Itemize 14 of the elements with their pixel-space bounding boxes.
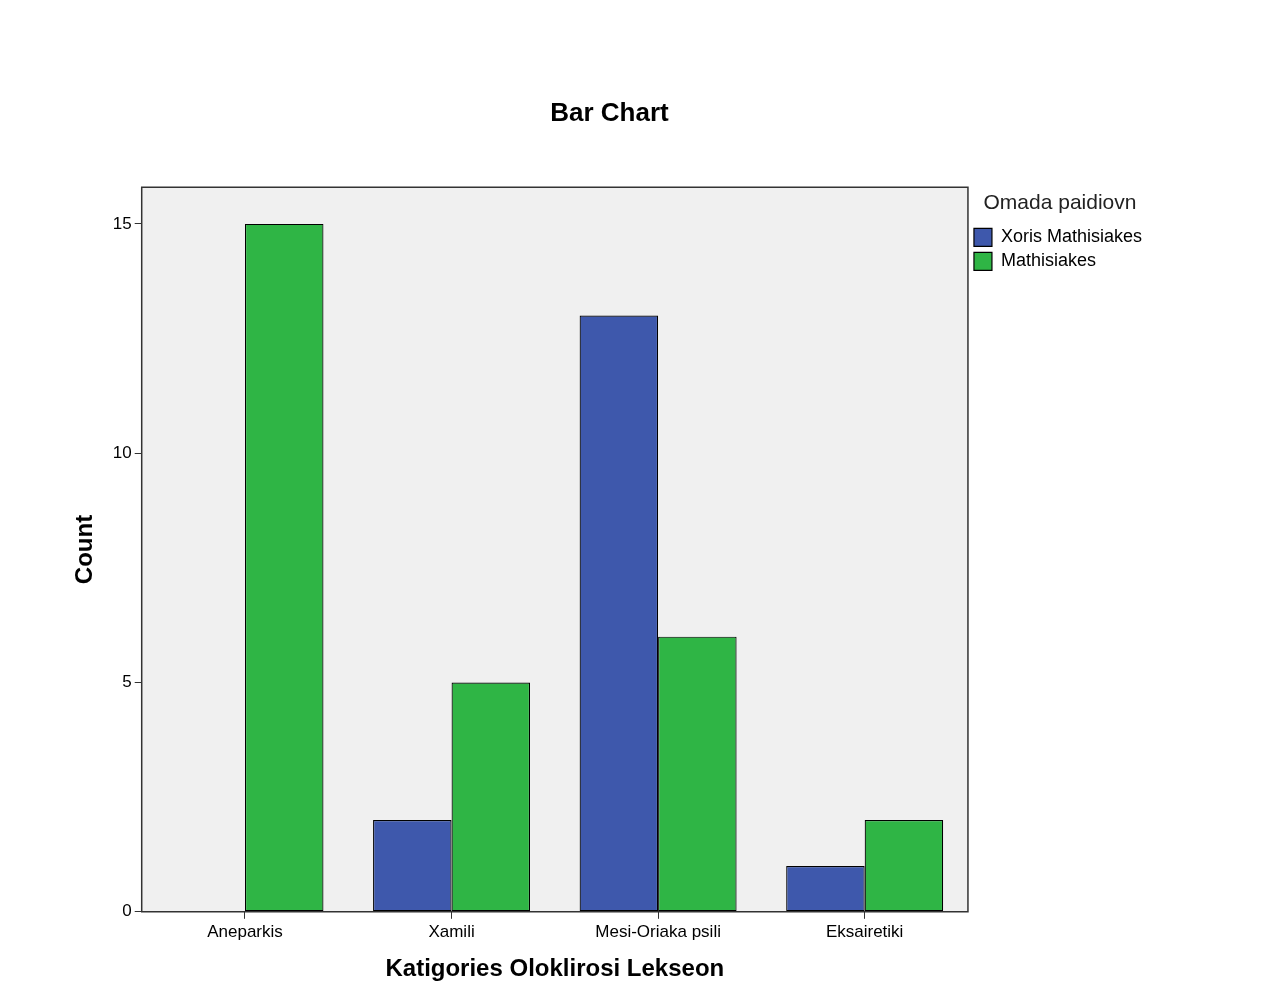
legend-label: Xoris Mathisiakes (1000, 226, 1142, 247)
x-tick-label: Eksairetiki (825, 921, 904, 941)
x-axis-title: Katigories Oloklirosi Lekseon (385, 954, 725, 982)
x-tick-label: Mesi-Oriaka psili (595, 921, 721, 941)
y-tick-label: 5 (122, 672, 132, 692)
legend-title: Omada paidiovn (983, 190, 1137, 214)
x-tick-label: Aneparkis (207, 921, 283, 941)
y-tick-label: 0 (122, 901, 132, 921)
y-tick-label: 15 (112, 213, 132, 233)
legend-label: Mathisiakes (1000, 250, 1096, 271)
y-tick-label: 10 (112, 442, 132, 462)
y-axis-title: Count (70, 514, 98, 585)
chart-title: Bar Chart (550, 96, 670, 127)
x-tick-label: Xamili (428, 921, 475, 941)
